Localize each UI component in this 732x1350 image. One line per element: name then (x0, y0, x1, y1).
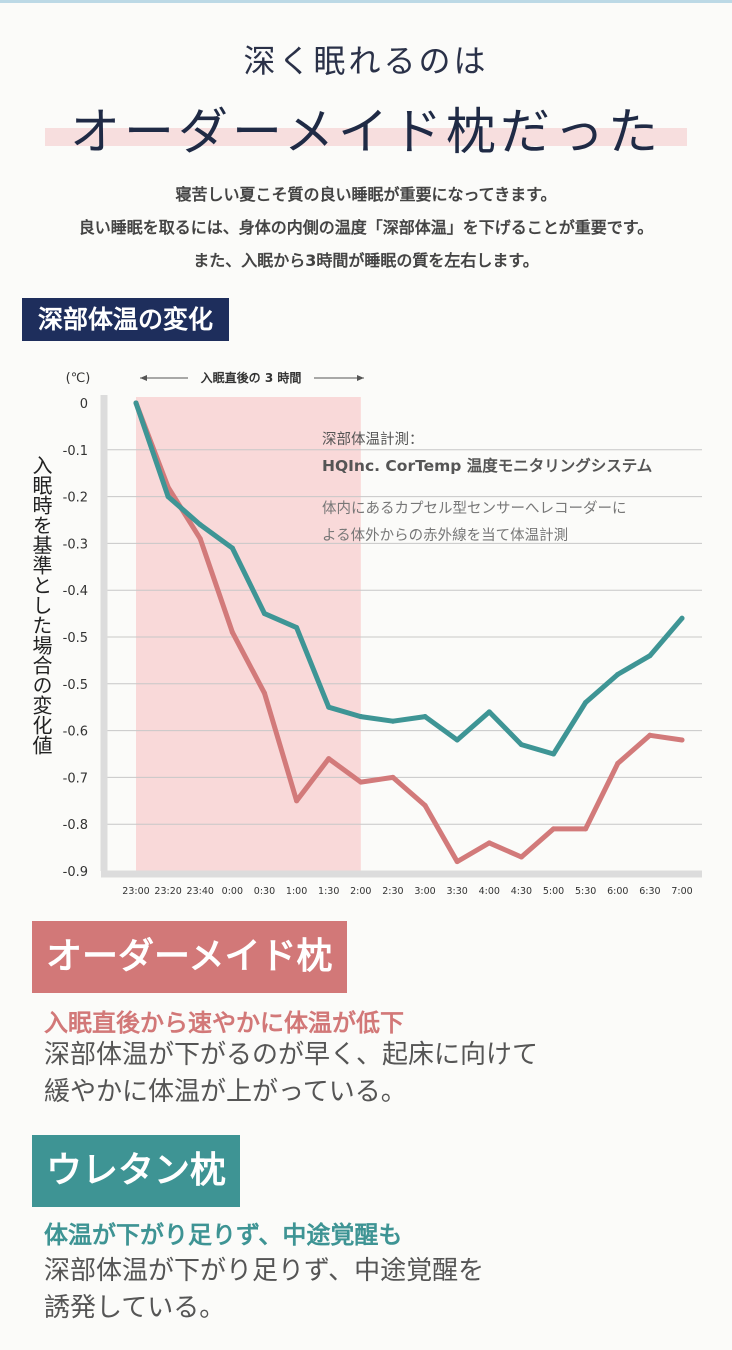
custom-pillow-point (422, 802, 428, 808)
custom-pillow-point (551, 826, 557, 832)
y-tick-label: -0.1 (63, 444, 88, 459)
custom-pillow-point (486, 840, 492, 846)
x-tick-label: 23:40 (187, 886, 214, 897)
custom-pillow-point (326, 756, 332, 762)
custom-pillow-point (647, 732, 653, 738)
custom-pillow-point (583, 826, 589, 832)
urethane-pillow-subtitle: 体温が下がり足りず、中途覚醒も (44, 1221, 403, 1249)
y-tick-label: -0.3 (63, 537, 88, 552)
band-arrow-left-head (140, 375, 147, 381)
urethane-pillow-point (326, 704, 332, 710)
urethane-desc-line-1: 深部体温が下がり足りず、中途覚醒を (44, 1256, 485, 1286)
x-tick-label: 6:00 (607, 886, 628, 897)
urethane-pillow-series-line (133, 400, 685, 757)
annotation-subtitle: HQInc. CorTemp 温度モニタリングシステム (322, 456, 652, 475)
x-tick-label: 6:30 (639, 886, 660, 897)
custom-pillow-point (390, 774, 396, 780)
custom-pillow-point (261, 690, 267, 696)
intro-line-1: 寝苦しい夏こそ質の良い睡眠が重要になってきます。 (175, 185, 557, 204)
y-tick-label: -0.9 (63, 865, 88, 880)
urethane-pillow-point (486, 709, 492, 715)
custom-pillow-point (229, 629, 235, 635)
custom-pillow-point (679, 737, 685, 743)
header-line2: オーダーメイド枕だった (70, 103, 662, 161)
intro-line-3: また、入眠から3時間が睡眠の質を左右します。 (193, 251, 539, 270)
custom-pillow-series-line (133, 400, 685, 865)
x-tick-label: 4:30 (511, 886, 532, 897)
urethane-pillow-point (358, 714, 364, 720)
x-tick-label: 5:00 (543, 886, 564, 897)
annotation-body-1: 体内にあるカプセル型センサーへレコーダーに (322, 500, 627, 517)
section-label: 深部体温の変化 (22, 298, 230, 341)
header-highlight (45, 128, 687, 146)
annotation-title: 深部体温計測： (322, 431, 424, 448)
first-3-hours-band (136, 397, 361, 871)
urethane-pillow-point (261, 611, 267, 617)
custom-pillow-point (518, 854, 524, 860)
band-arrow-right-head (357, 375, 364, 381)
x-tick-label: 23:20 (154, 886, 181, 897)
header-line1: 深く眠れるのは (243, 42, 489, 80)
band-label: 入眠直後の 3 時間 (201, 370, 302, 385)
x-tick-label: 1:00 (286, 886, 307, 897)
urethane-pillow-point (679, 615, 685, 621)
custom-pillow-point (294, 798, 300, 804)
header-line2-wrap: オーダーメイド枕だった (0, 92, 732, 162)
urethane-pillow-point (133, 400, 139, 406)
y-tick-label: -0.5 (63, 631, 88, 646)
intro-text: 寝苦しい夏こそ質の良い睡眠が重要になってきます。 良い睡眠を取るには、身体の内側… (0, 178, 732, 277)
urethane-pillow-point (647, 653, 653, 659)
urethane-pillow-point (390, 718, 396, 724)
custom-pillow-label: オーダーメイド枕 (32, 921, 347, 993)
custom-desc-line-2: 緩やかに体温が上がっている。 (44, 1077, 407, 1107)
urethane-pillow-point (518, 742, 524, 748)
x-tick-label: 0:30 (254, 886, 275, 897)
x-tick-label: 23:00 (122, 886, 149, 897)
y-tick-label: 0 (80, 397, 88, 412)
urethane-pillow-point (454, 737, 460, 743)
y-unit-label: (℃) (66, 371, 91, 386)
y-tick-label: -0.7 (63, 771, 88, 786)
urethane-pillow-point (229, 545, 235, 551)
urethane-pillow-label: ウレタン枕 (32, 1135, 241, 1207)
urethane-pillow-point (551, 751, 557, 757)
custom-pillow-point (358, 779, 364, 785)
y-tick-label: -0.2 (63, 491, 88, 506)
y-tick-label: -0.6 (63, 725, 88, 740)
urethane-pillow-point (197, 522, 203, 528)
custom-desc-line-1: 深部体温が下がるのが早く、起床に向けて (44, 1040, 539, 1070)
x-tick-label: 0:00 (222, 886, 243, 897)
custom-pillow-description: 深部体温が下がるのが早く、起床に向けて 緩やかに体温が上がっている。 (44, 1037, 538, 1111)
top-border (0, 0, 732, 3)
urethane-pillow-description: 深部体温が下がり足りず、中途覚醒を 誘発している。 (44, 1253, 484, 1327)
x-tick-label: 1:30 (318, 886, 339, 897)
custom-pillow-point (197, 536, 203, 542)
x-tick-label: 3:30 (447, 886, 468, 897)
urethane-pillow-point (615, 671, 621, 677)
y-tick-label: -0.5 (63, 678, 88, 693)
urethane-desc-line-2: 誘発している。 (44, 1293, 226, 1323)
urethane-pillow-point (583, 700, 589, 706)
y-tick-label: -0.4 (63, 584, 88, 599)
custom-pillow-subtitle: 入眠直後から速やかに体温が低下 (44, 1009, 404, 1037)
chart-y-axis-label: 入眠時を基準とした場合の変化値 (29, 455, 53, 755)
temperature-chart: 0 -0.1 -0.2 -0.3 -0.4 -0.5 -0.5 -0.6 -0.7 -0.8 -0.… (63, 370, 702, 897)
x-tick-label: 4:00 (479, 886, 500, 897)
urethane-pillow-point (294, 625, 300, 631)
urethane-pillow-point (165, 494, 171, 500)
x-tick-label: 2:30 (382, 886, 403, 897)
intro-line-2: 良い睡眠を取るには、身体の内側の温度「深部体温」を下げることが重要です。 (78, 218, 654, 237)
x-tick-label: 3:00 (414, 886, 435, 897)
custom-pillow-point (454, 859, 460, 865)
annotation-body-2: よる体外からの赤外線を当て体温計測 (322, 527, 568, 544)
y-tick-label: -0.8 (63, 818, 88, 833)
x-tick-label: 5:30 (575, 886, 596, 897)
x-tick-label: 7:00 (671, 886, 692, 897)
custom-pillow-point (615, 760, 621, 766)
urethane-pillow-point (422, 714, 428, 720)
x-tick-label: 2:00 (350, 886, 371, 897)
